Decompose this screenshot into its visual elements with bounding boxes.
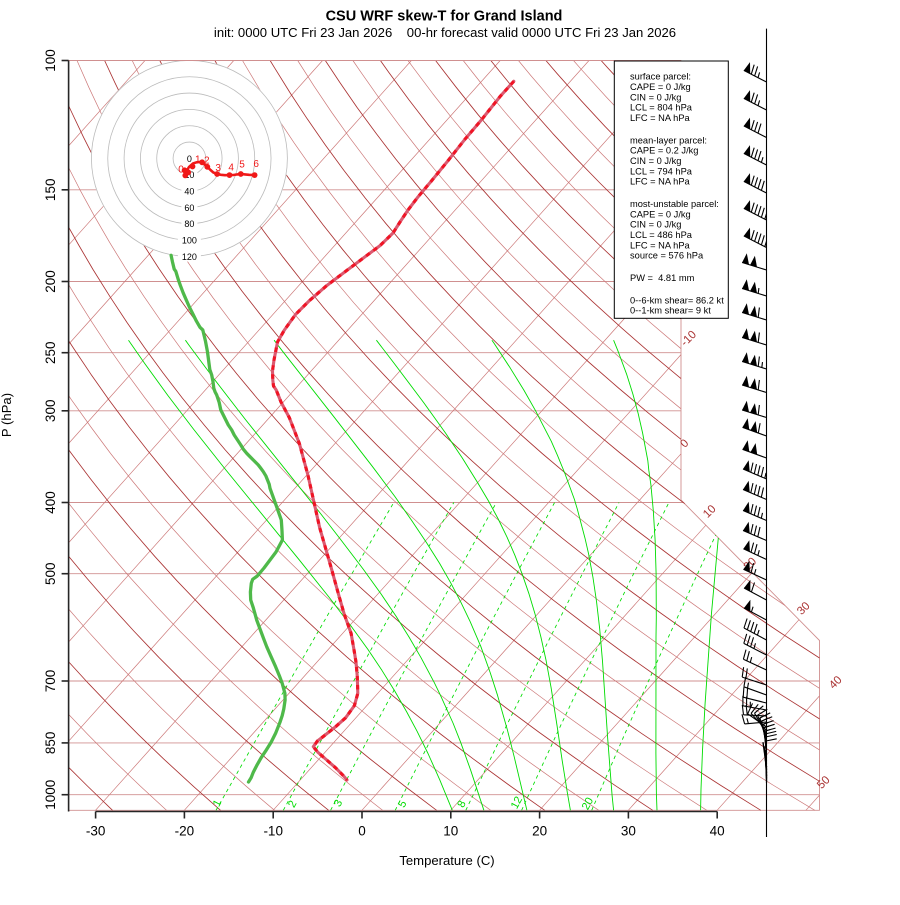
svg-text:LFC = NA hPa: LFC = NA hPa: [630, 113, 691, 123]
svg-text:1: 1: [195, 155, 201, 166]
svg-text:100: 100: [43, 49, 58, 72]
svg-text:80: 80: [184, 219, 194, 229]
svg-text:CAPE = 0.2 J/kg: CAPE = 0.2 J/kg: [630, 146, 698, 156]
svg-text:surface parcel:: surface parcel:: [630, 72, 691, 82]
svg-text:LCL = 804 hPa: LCL = 804 hPa: [630, 103, 693, 113]
svg-text:PW = 4.81 mm: PW = 4.81 mm: [630, 273, 695, 283]
svg-text:0--1-km shear= 9 kt: 0--1-km shear= 9 kt: [630, 306, 711, 316]
svg-text:Temperature (C): Temperature (C): [399, 853, 494, 868]
svg-text:0: 0: [358, 824, 366, 839]
svg-text:1000: 1000: [43, 780, 58, 810]
svg-text:400: 400: [43, 491, 58, 514]
svg-text:CIN = 0 J/kg: CIN = 0 J/kg: [630, 92, 681, 102]
svg-text:-30: -30: [86, 824, 106, 839]
svg-text:150: 150: [43, 179, 58, 202]
svg-text:0: 0: [187, 154, 192, 164]
svg-text:850: 850: [43, 732, 58, 755]
svg-text:0: 0: [178, 165, 184, 176]
svg-text:LFC = NA hPa: LFC = NA hPa: [630, 177, 691, 187]
svg-text:40: 40: [710, 824, 725, 839]
svg-text:10: 10: [443, 824, 458, 839]
svg-text:3: 3: [215, 163, 221, 174]
svg-text:-10: -10: [263, 824, 283, 839]
svg-text:P (hPa): P (hPa): [0, 393, 14, 437]
svg-text:CAPE = 0 J/kg: CAPE = 0 J/kg: [630, 209, 691, 219]
svg-text:LCL = 794 hPa: LCL = 794 hPa: [630, 166, 693, 176]
svg-text:2: 2: [204, 156, 210, 167]
svg-text:source = 576 hPa: source = 576 hPa: [630, 251, 704, 261]
svg-text:40: 40: [184, 187, 194, 197]
svg-text:20: 20: [532, 824, 547, 839]
svg-text:CIN = 0 J/kg: CIN = 0 J/kg: [630, 156, 681, 166]
svg-text:most-unstable parcel:: most-unstable parcel:: [630, 199, 719, 209]
svg-text:LCL = 486 hPa: LCL = 486 hPa: [630, 230, 693, 240]
svg-text:250: 250: [43, 341, 58, 364]
svg-text:200: 200: [43, 270, 58, 293]
svg-text:CIN = 0 J/kg: CIN = 0 J/kg: [630, 220, 681, 230]
svg-text:CAPE = 0 J/kg: CAPE = 0 J/kg: [630, 82, 691, 92]
svg-text:init: 0000 UTC Fri 23 Jan 2026: init: 0000 UTC Fri 23 Jan 2026 00-hr for…: [214, 25, 676, 40]
svg-text:60: 60: [184, 203, 194, 213]
svg-text:LFC = NA hPa: LFC = NA hPa: [630, 240, 691, 250]
svg-text:120: 120: [182, 252, 197, 262]
svg-text:CSU WRF skew-T for Grand Islan: CSU WRF skew-T for Grand Island: [326, 9, 563, 25]
svg-text:-20: -20: [175, 824, 195, 839]
svg-text:4: 4: [228, 163, 234, 174]
svg-text:300: 300: [43, 400, 58, 423]
svg-text:5: 5: [239, 159, 245, 170]
svg-text:500: 500: [43, 562, 58, 585]
svg-text:0--6-km shear= 86.2 kt: 0--6-km shear= 86.2 kt: [630, 295, 724, 305]
svg-text:30: 30: [621, 824, 636, 839]
svg-text:mean-layer parcel:: mean-layer parcel:: [630, 135, 707, 145]
svg-text:6: 6: [253, 159, 259, 170]
svg-text:100: 100: [182, 236, 197, 246]
svg-text:700: 700: [43, 670, 58, 693]
